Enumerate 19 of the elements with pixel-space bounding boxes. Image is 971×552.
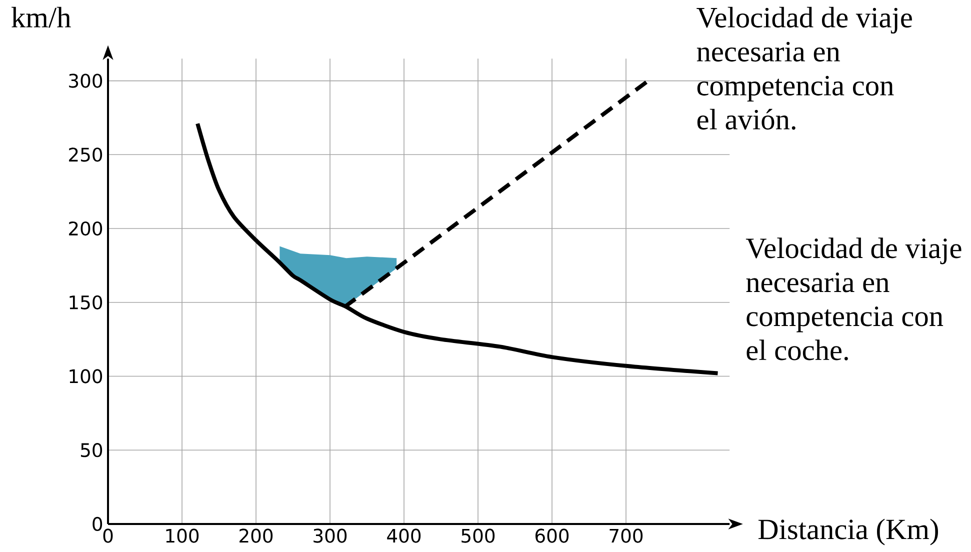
x-tick-label: 700 xyxy=(610,528,643,543)
y-tick-label: 0 xyxy=(92,516,102,532)
x-tick-label: 0 xyxy=(103,528,113,543)
y-tick-label: 50 xyxy=(80,443,102,458)
y-axis-title: km/h xyxy=(12,6,71,28)
y-tick-label: 250 xyxy=(69,148,102,162)
series-label: Velocidad de viaje necesaria en competencia con el avión. xyxy=(696,6,912,130)
x-tick-label: 300 xyxy=(314,528,347,543)
x-tick-label: 100 xyxy=(166,528,199,543)
x-tick-label: 200 xyxy=(240,528,273,543)
x-axis-title: Distancia (Km) xyxy=(758,518,938,546)
y-tick-label: 300 xyxy=(69,74,102,88)
x-tick-label: 600 xyxy=(535,528,569,543)
x-tick-label: 400 xyxy=(387,528,421,543)
series-label: Velocidad de viaje necesaria en competencia con el coche. xyxy=(746,238,962,360)
y-tick-label: 150 xyxy=(70,295,102,310)
y-tick-label: 100 xyxy=(70,369,102,384)
y-tick-label: 200 xyxy=(69,221,102,236)
x-tick-label: 500 xyxy=(462,528,495,543)
